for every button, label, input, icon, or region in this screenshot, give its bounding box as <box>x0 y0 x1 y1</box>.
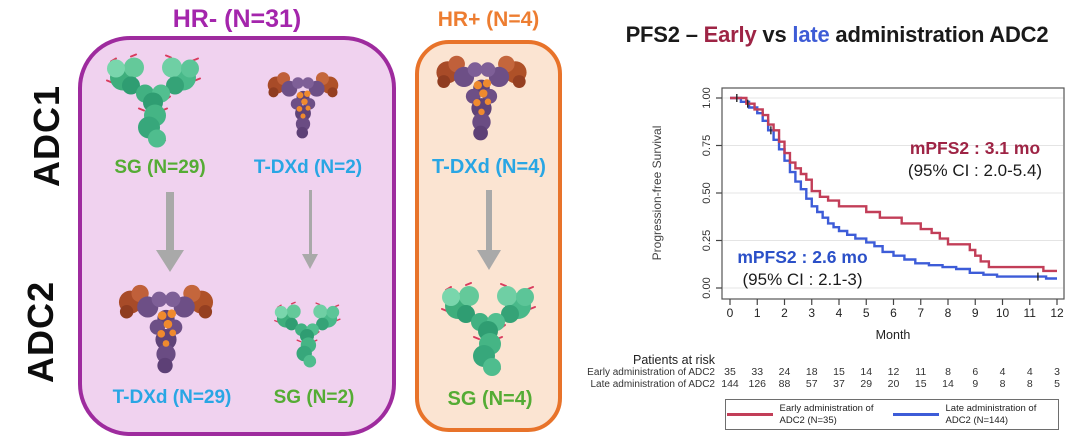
sg-molecule-icon <box>272 298 342 374</box>
risk-value: 57 <box>805 378 818 390</box>
late-line-sample-icon <box>892 413 939 416</box>
risk-value: 24 <box>778 366 791 378</box>
chart-title-vs: vs <box>756 22 793 47</box>
risk-value: 88 <box>778 378 791 390</box>
x-tick-label: 9 <box>972 306 979 320</box>
x-tick-label: 5 <box>863 306 870 320</box>
x-tick-label: 8 <box>945 306 952 320</box>
risk-value: 144 <box>721 378 739 390</box>
early-median-value: mPFS2 : 3.1 mo <box>909 138 1041 158</box>
sequence-arrowhead-icon <box>156 250 184 272</box>
tdxd-molecule-icon <box>262 70 344 142</box>
risk-value: 29 <box>860 378 873 390</box>
drug-label-tdxd-n4: T-DXd (N=4) <box>432 156 546 178</box>
y-axis-title: Progression-free Survival <box>650 126 664 261</box>
tdxd-molecule-icon <box>110 282 222 378</box>
legend-label-early: Early administration of ADC2 (N=35) <box>779 403 874 426</box>
risk-value: 8 <box>999 378 1006 390</box>
risk-value: 14 <box>860 366 873 378</box>
late-median-value: mPFS2 : 2.6 mo <box>737 247 868 267</box>
row-label-adc2: ADC2 <box>20 280 61 384</box>
legend-label-late: Late administration of ADC2 (N=144) <box>945 403 1037 426</box>
y-tick-label: 0.75 <box>701 135 713 156</box>
tdxd-molecule-icon <box>424 53 539 145</box>
risk-value: 8 <box>945 366 951 378</box>
risk-value: 3 <box>1054 366 1060 378</box>
early-median-ci: (95% CI : 2.0-5.4) <box>907 160 1043 180</box>
sequence-arrow-icon <box>166 192 174 250</box>
x-axis-title: Month <box>876 328 911 342</box>
x-tick-label: 10 <box>996 306 1010 320</box>
x-tick-label: 7 <box>917 306 924 320</box>
x-tick-label: 1 <box>754 306 761 320</box>
sg-molecule-icon <box>103 45 203 160</box>
early-median-annotation: mPFS2 : 3.1 mo (95% CI : 2.0-5.4) <box>880 138 1070 181</box>
y-tick-label: 0.50 <box>701 182 713 203</box>
risk-value: 15 <box>914 378 927 390</box>
risk-value: 5 <box>1054 378 1060 390</box>
km-curve <box>730 96 1057 280</box>
x-tick-label: 12 <box>1050 306 1064 320</box>
risk-value: 37 <box>833 378 845 390</box>
km-plot: 0.000.250.500.751.000 1 2 3 4 5 6 7 8 9 10 11 12Prog… <box>650 87 1065 342</box>
risk-table-header: Patients at risk <box>633 353 715 367</box>
sequence-arrow-icon <box>309 190 312 254</box>
hr-negative-box <box>78 36 396 436</box>
legend-entry-early: Early administration of ADC2 (N=35) <box>726 403 892 426</box>
y-tick-label: 0.00 <box>701 277 713 298</box>
late-median-annotation: mPFS2 : 2.6 mo (95% CI : 2.1-3) <box>705 247 900 290</box>
risk-value: 8 <box>1026 378 1033 390</box>
sg-molecule-icon <box>438 278 538 384</box>
risk-value: 11 <box>915 366 927 378</box>
drug-label-sg-n2: SG (N=2) <box>273 387 355 408</box>
x-tick-label: 3 <box>808 306 815 320</box>
legend-entry-late: Late administration of ADC2 (N=144) <box>892 403 1058 426</box>
risk-value: 35 <box>724 366 736 378</box>
drug-label-tdxd-n2: T-DXd (N=2) <box>253 157 363 178</box>
late-median-ci: (95% CI : 2.1-3) <box>742 269 863 289</box>
chart-title-pre: PFS2 – <box>625 22 704 47</box>
risk-value: 20 <box>887 378 900 390</box>
risk-value: 14 <box>942 378 954 390</box>
row-label-adc1: ADC1 <box>26 84 67 188</box>
risk-value: 4 <box>1026 366 1033 378</box>
x-tick-label: 0 <box>727 306 734 320</box>
chart-title-post: administration ADC2 <box>829 22 1049 47</box>
risk-value: 33 <box>751 366 764 378</box>
risk-value: 6 <box>972 366 979 378</box>
x-tick-label: 6 <box>890 306 897 320</box>
hr-positive-header: HR+ (N=4) <box>437 8 540 31</box>
risk-value: 9 <box>972 378 979 390</box>
x-tick-label: 11 <box>1024 306 1037 320</box>
drug-label-sg-n4: SG (N=4) <box>447 388 533 410</box>
sequence-arrow-icon <box>486 190 492 250</box>
drug-label-sg-n29: SG (N=29) <box>114 157 206 178</box>
y-tick-label: 0.25 <box>701 230 713 251</box>
chart-title-late: late <box>792 22 830 47</box>
x-tick-label: 4 <box>836 306 843 320</box>
drug-label-tdxd-n29: T-DXd (N=29) <box>112 387 232 408</box>
sequence-arrowhead-icon <box>302 254 318 269</box>
early-line-sample-icon <box>726 413 773 416</box>
sequence-arrowhead-icon <box>477 250 501 270</box>
risk-row-label-late: Late administration of ADC2 <box>590 379 715 390</box>
risk-value: 15 <box>833 366 845 378</box>
chart-title: PFS2 – Early vs late administration ADC2 <box>592 22 1080 48</box>
risk-row-label-early: Early administration of ADC2 <box>587 367 715 378</box>
risk-value: 126 <box>748 378 767 390</box>
x-tick-label: 2 <box>781 306 788 320</box>
y-tick-label: 1.00 <box>701 87 713 108</box>
risk-value: 18 <box>805 366 818 378</box>
km-legend: Early administration of ADC2 (N=35) Late… <box>725 399 1059 430</box>
chart-title-early: Early <box>703 22 757 47</box>
km-curve <box>730 96 1057 273</box>
risk-value: 4 <box>999 366 1006 378</box>
hr-negative-header: HR- (N=31) <box>172 5 302 33</box>
risk-value: 12 <box>887 366 900 378</box>
